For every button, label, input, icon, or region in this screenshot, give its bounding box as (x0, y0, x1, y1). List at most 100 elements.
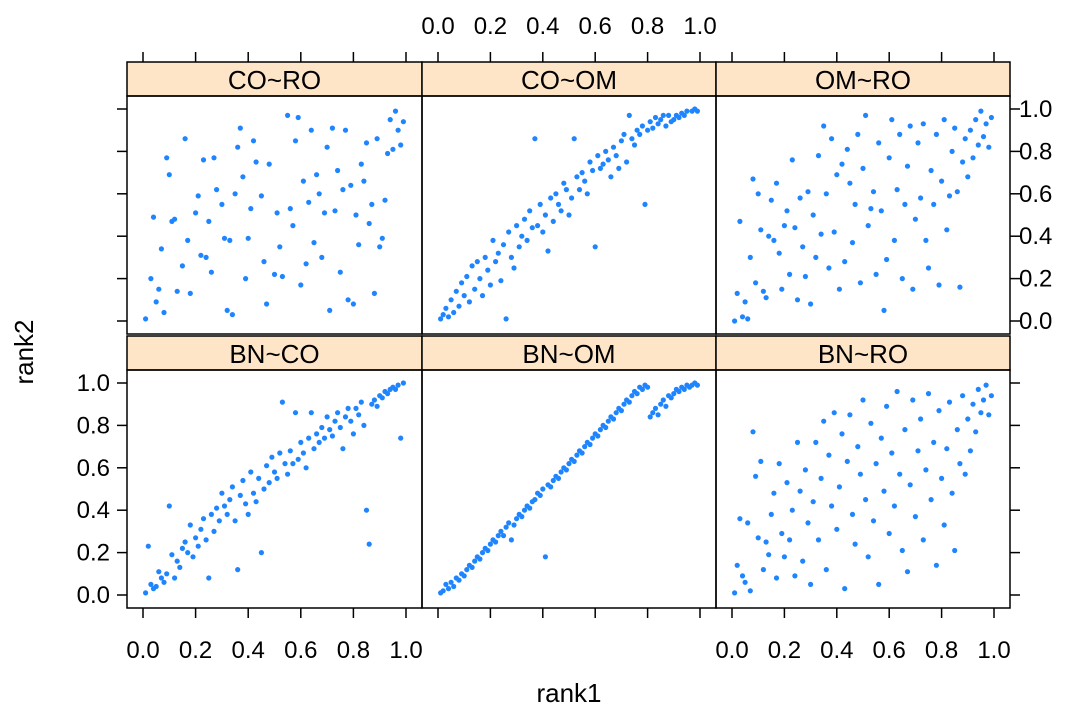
data-point (939, 475, 945, 481)
data-point (815, 537, 822, 543)
strip-co-ro (126, 61, 423, 97)
y-tick-label-left: 0.8 (77, 412, 110, 439)
data-point (348, 182, 354, 188)
data-point (928, 167, 934, 174)
data-point (876, 581, 882, 588)
data-point (805, 520, 811, 526)
data-point (461, 293, 467, 299)
data-point (511, 522, 517, 528)
data-point (973, 117, 979, 123)
data-point (886, 155, 892, 161)
data-point (174, 558, 180, 564)
data-point (193, 210, 199, 216)
data-point (374, 403, 380, 409)
data-point (634, 127, 640, 133)
data-point (498, 528, 504, 535)
data-point (652, 114, 659, 121)
data-point (844, 146, 850, 152)
data-point (865, 223, 871, 229)
data-point (203, 537, 209, 543)
data-point (456, 577, 462, 583)
data-point (245, 511, 251, 517)
data-point (214, 187, 220, 193)
data-point (464, 567, 470, 573)
data-point (527, 505, 533, 511)
data-point (164, 571, 170, 577)
data-point (514, 223, 520, 229)
data-point (923, 237, 929, 243)
data-point (524, 237, 530, 243)
data-point (258, 193, 264, 199)
data-point (493, 259, 499, 265)
data-point (899, 547, 905, 554)
data-point (792, 225, 798, 231)
data-point (398, 435, 404, 441)
data-point (613, 153, 619, 159)
data-point (753, 280, 759, 286)
data-point (172, 575, 178, 581)
data-point (863, 112, 869, 118)
data-point (842, 586, 848, 592)
data-point (566, 461, 572, 467)
data-point (815, 153, 822, 159)
data-point (760, 567, 767, 573)
data-point (836, 286, 843, 292)
data-point (521, 507, 528, 513)
data-point (459, 280, 465, 286)
data-point (569, 195, 575, 201)
data-point (356, 242, 362, 248)
data-point (290, 223, 296, 229)
panel-strips: CO~RO CO~OM OM~RO BN~CO BN~OM BN~RO (126, 61, 1011, 371)
data-point (224, 511, 230, 517)
data-point (237, 492, 243, 498)
data-point (363, 140, 370, 146)
data-point (747, 588, 753, 594)
data-point (737, 218, 743, 224)
data-point (755, 191, 761, 197)
data-point (258, 550, 264, 556)
data-point (918, 195, 924, 201)
data-point (834, 172, 840, 178)
x-tick-label-bottom: 0.0 (715, 637, 748, 664)
data-point (485, 267, 491, 273)
x-tick-label-top: 0.8 (631, 13, 664, 40)
data-point (371, 290, 377, 296)
data-point (663, 123, 669, 129)
data-point (925, 265, 932, 271)
data-point (600, 161, 606, 167)
data-point (771, 237, 777, 243)
data-point (156, 569, 162, 575)
data-point (758, 458, 764, 464)
data-point (836, 484, 843, 490)
data-point (229, 312, 235, 318)
data-point (295, 114, 301, 121)
data-point (773, 180, 780, 186)
data-point (818, 231, 824, 237)
data-point (676, 388, 682, 395)
data-point (443, 581, 449, 588)
strip-om-ro (715, 61, 1011, 97)
data-point (642, 201, 648, 207)
data-point (472, 286, 478, 292)
data-point (949, 490, 955, 496)
data-point (745, 316, 751, 322)
data-point (306, 199, 312, 205)
data-point (821, 418, 827, 424)
data-point (477, 556, 483, 562)
x-tick-label-bottom: 1.0 (389, 637, 422, 664)
data-point (936, 282, 942, 288)
data-point (629, 393, 635, 399)
x-axis-title: rank1 (536, 678, 601, 708)
data-point (587, 159, 593, 165)
data-point (266, 480, 272, 486)
data-point (587, 441, 593, 448)
data-point (826, 452, 832, 458)
data-point (187, 290, 193, 296)
data-point (535, 223, 541, 229)
data-point (482, 254, 488, 260)
data-point (889, 450, 895, 456)
data-point (179, 545, 185, 552)
data-point (671, 391, 677, 397)
data-point (379, 235, 385, 241)
data-point (907, 123, 913, 129)
